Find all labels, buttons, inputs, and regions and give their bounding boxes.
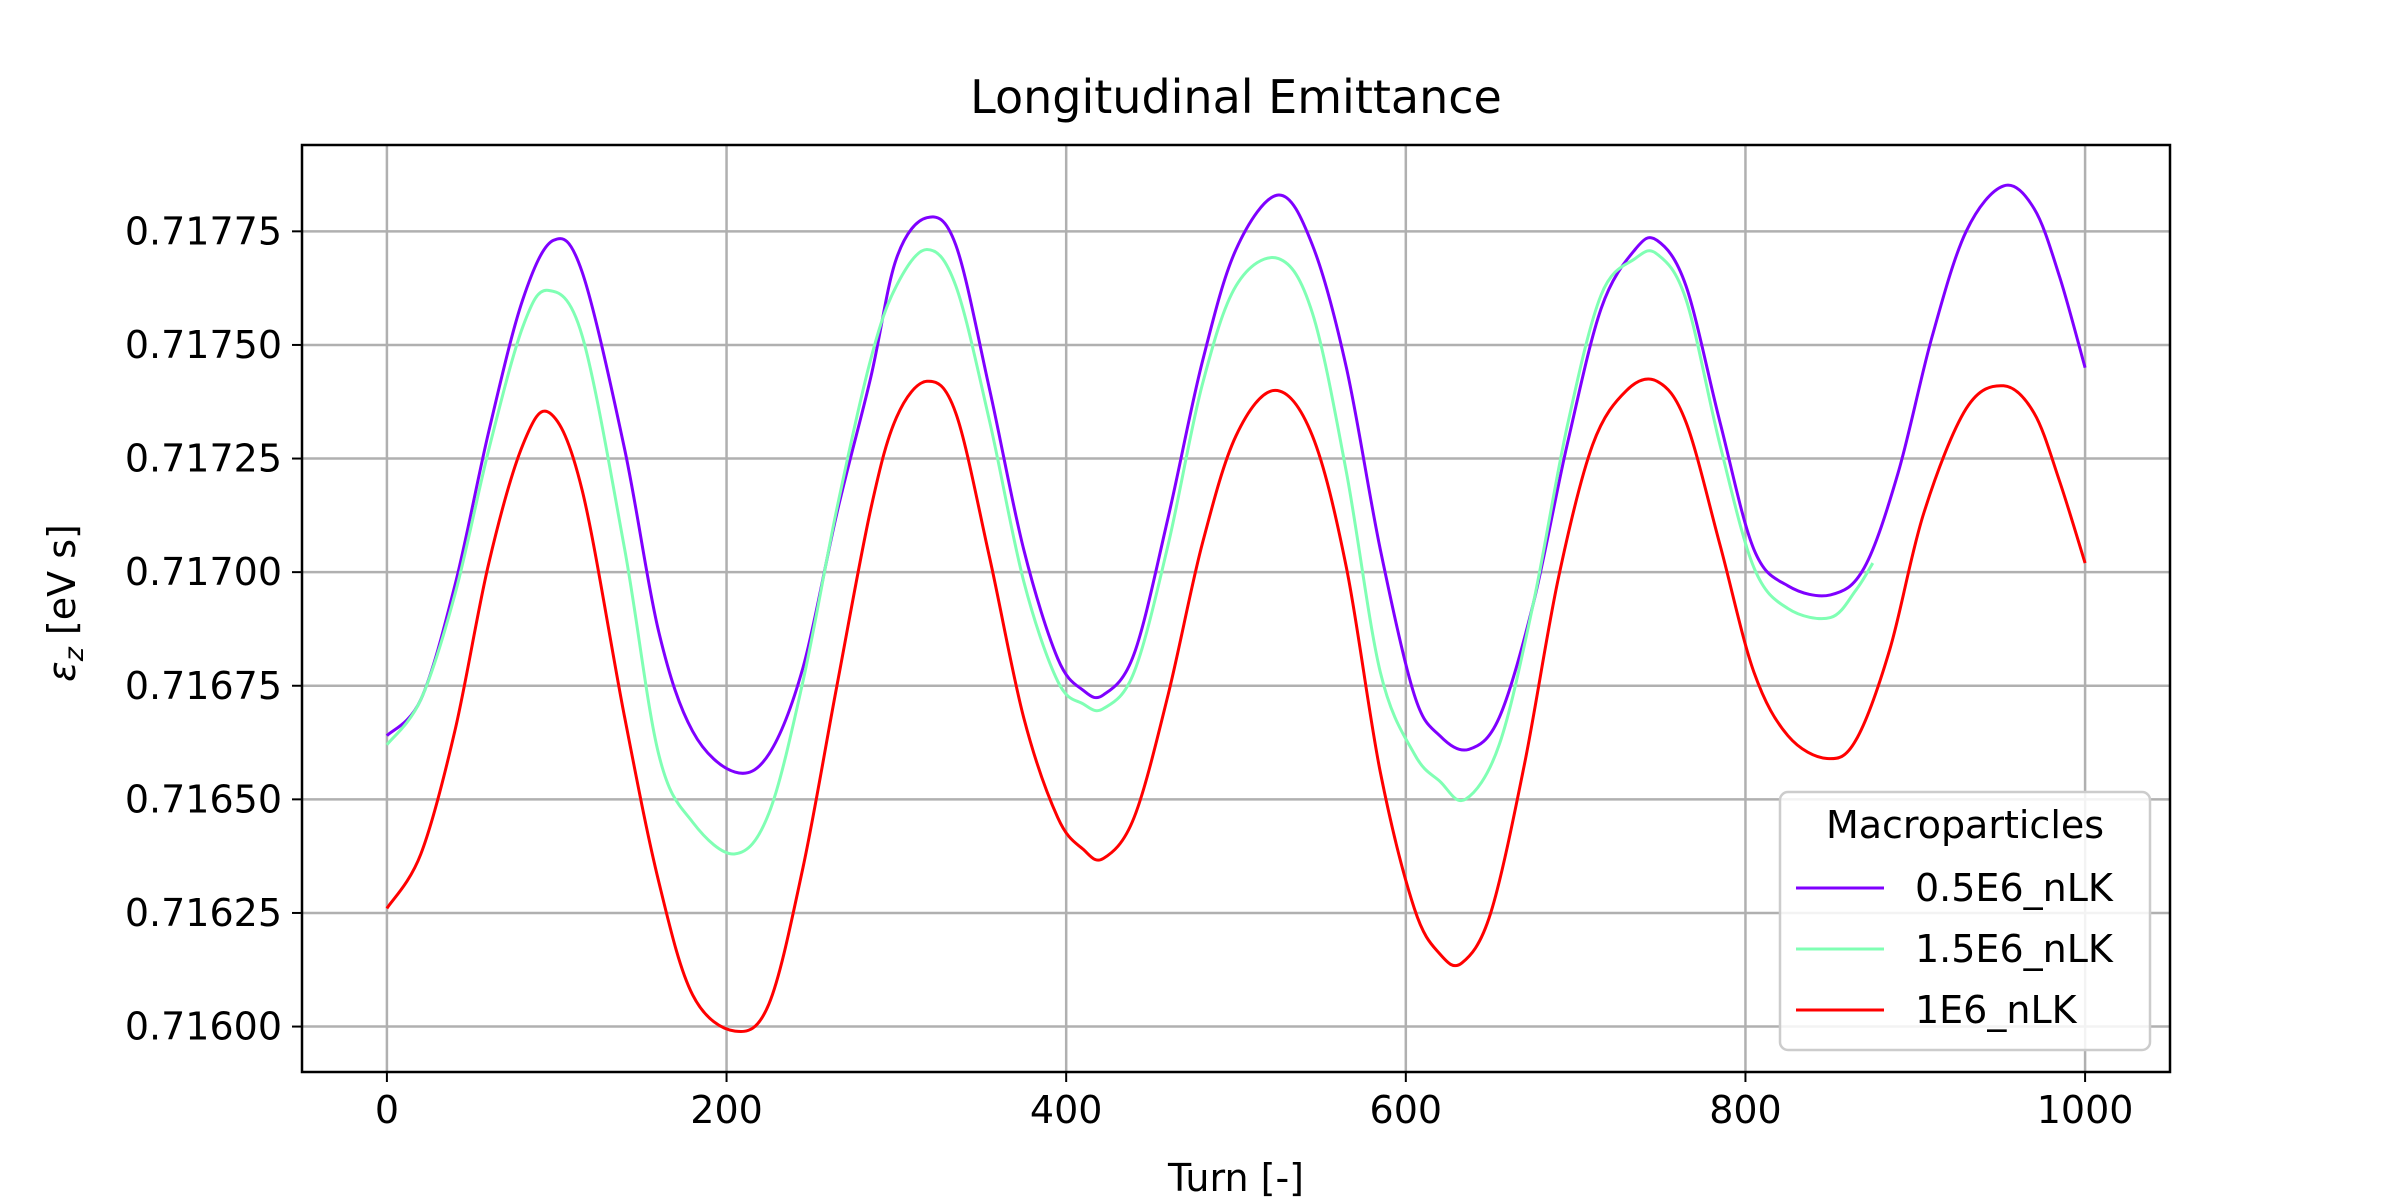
x-tick-label: 1000	[2037, 1088, 2134, 1132]
legend-label: 1.5E6_nLK	[1915, 927, 2114, 971]
series-line-3	[385, 377, 2087, 1033]
legend-label: 0.5E6_nLK	[1915, 866, 2114, 910]
legend-title: Macroparticles	[1826, 803, 2104, 847]
y-axis-label-symbol: ε	[40, 661, 84, 682]
x-tick-label: 800	[1709, 1088, 1782, 1132]
chart-title: Longitudinal Emittance	[970, 70, 1502, 124]
legend-label: 1E6_nLK	[1915, 988, 2078, 1032]
series-line-1	[385, 183, 2087, 775]
y-tick-label: 0.71775	[125, 209, 282, 253]
y-tick-label: 0.71600	[125, 1005, 282, 1049]
y-tick-label: 0.71725	[125, 437, 282, 481]
y-tick-label: 0.71650	[125, 777, 282, 821]
legend-items: 0.5E6_nLK 1.5E6_nLK 1E6_nLK	[1796, 866, 2114, 1032]
y-tick-label: 0.71625	[125, 891, 282, 935]
legend: Macroparticles 0.5E6_nLK 1.5E6_nLK 1E6_nLK	[1778, 790, 2152, 1052]
y-axis-ticks: 0.71600 0.71625 0.71650 0.71675 0.71700 0.717…	[125, 209, 302, 1049]
legend-box	[1778, 790, 2152, 1052]
y-axis-label: εz [eV s]	[40, 524, 90, 682]
x-axis-label: Turn [-]	[1167, 1156, 1304, 1200]
y-tick-label: 0.71700	[125, 550, 282, 594]
series-line-2	[385, 248, 1875, 856]
x-tick-label: 600	[1370, 1088, 1443, 1132]
series-lines	[385, 183, 2087, 1033]
x-tick-label: 0	[375, 1088, 399, 1132]
y-tick-label: 0.71750	[125, 323, 282, 367]
y-axis-label-unit: [eV s]	[40, 524, 84, 635]
y-axis-label-subscript: z	[59, 646, 90, 662]
x-tick-label: 200	[690, 1088, 763, 1132]
x-axis-ticks: 0 200 400 600 800 1000	[375, 1072, 2134, 1132]
plot-area-frame	[300, 143, 2172, 1074]
y-tick-label: 0.71675	[125, 664, 282, 708]
x-tick-label: 400	[1030, 1088, 1103, 1132]
